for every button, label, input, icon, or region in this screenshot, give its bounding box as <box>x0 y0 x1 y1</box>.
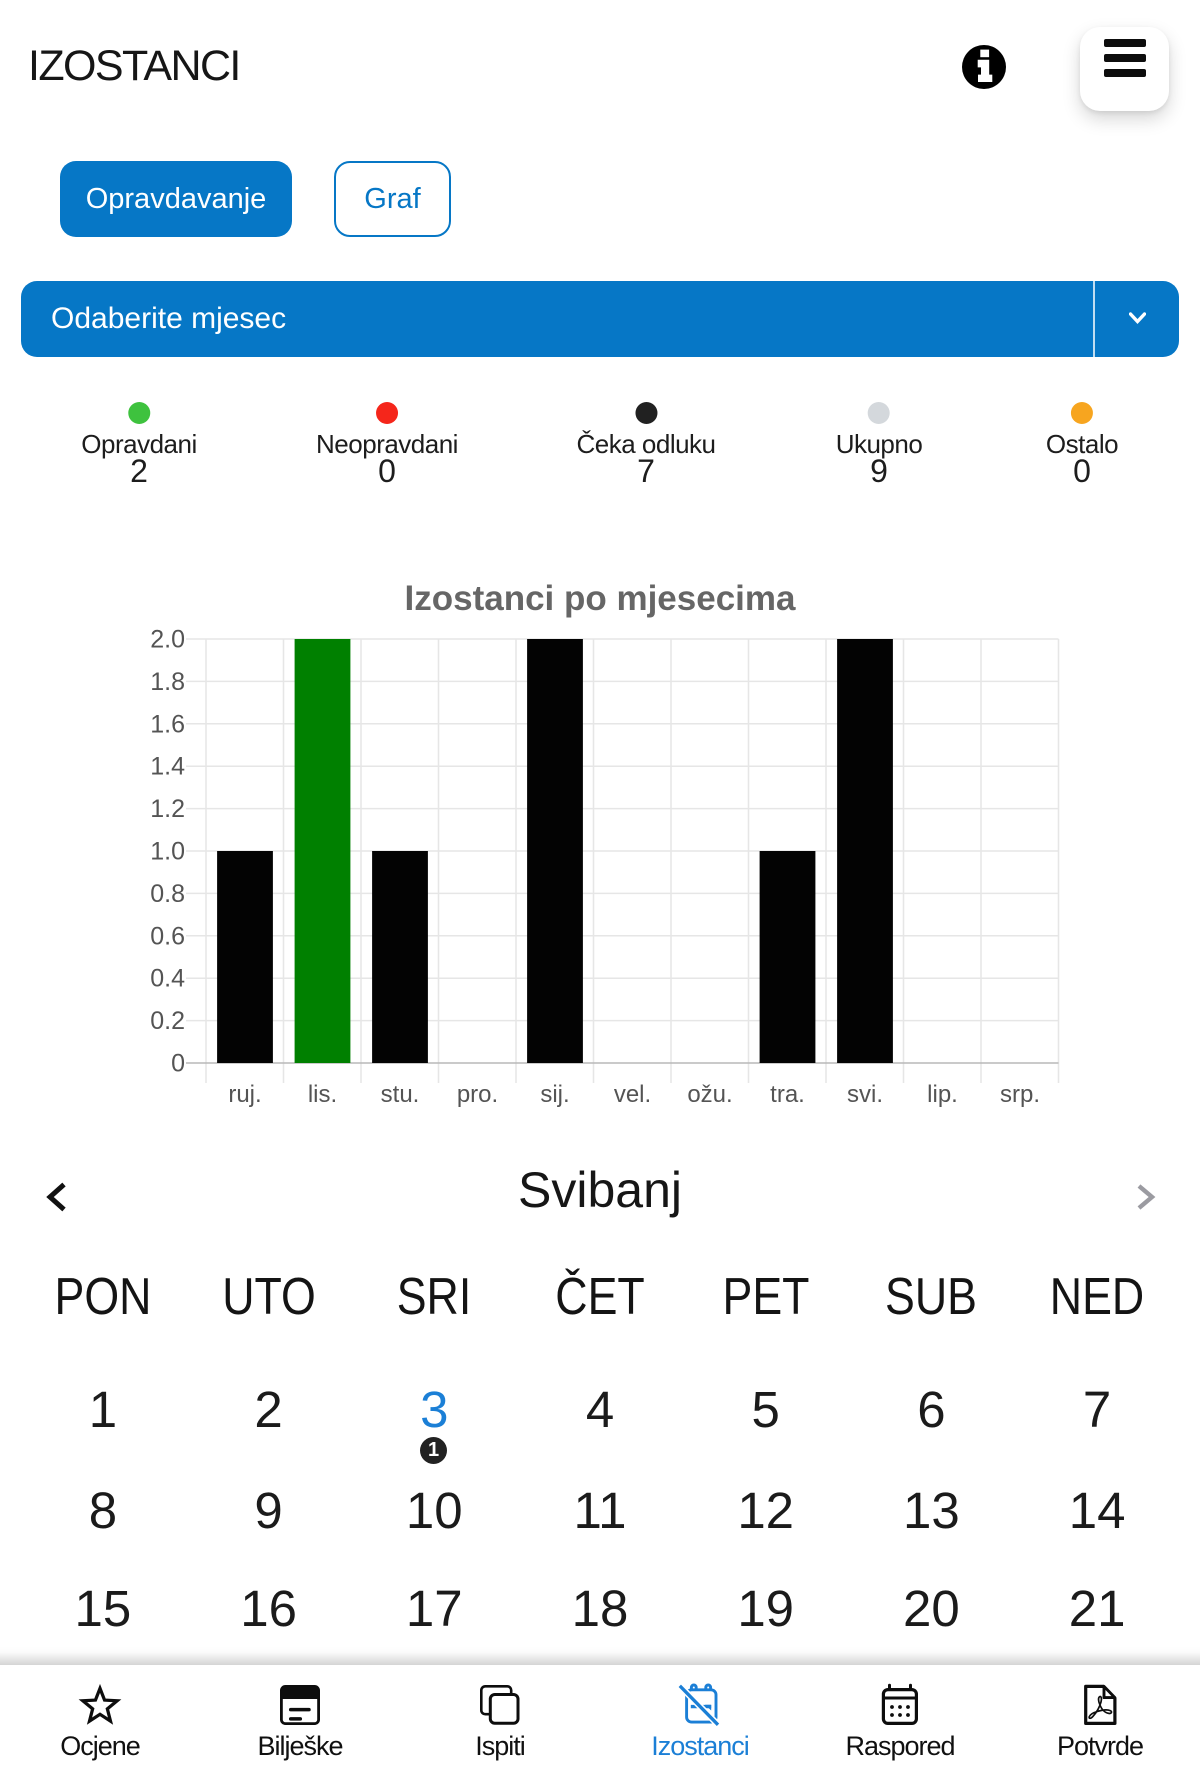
svg-text:stu.: stu. <box>381 1081 420 1108</box>
svg-text:1.8: 1.8 <box>150 668 185 696</box>
svg-text:0.6: 0.6 <box>150 922 185 950</box>
svg-text:1.6: 1.6 <box>150 710 185 738</box>
svg-text:1.4: 1.4 <box>150 753 185 781</box>
svg-text:vel.: vel. <box>614 1081 651 1108</box>
svg-text:1.2: 1.2 <box>150 795 185 823</box>
svg-text:srp.: srp. <box>1000 1081 1040 1108</box>
svg-text:1.0: 1.0 <box>150 838 185 866</box>
svg-text:0: 0 <box>171 1050 185 1078</box>
svg-text:svi.: svi. <box>847 1081 883 1108</box>
svg-text:0.8: 0.8 <box>150 880 185 908</box>
svg-text:ruj.: ruj. <box>228 1081 261 1108</box>
svg-text:ožu.: ožu. <box>687 1081 732 1108</box>
svg-text:tra.: tra. <box>770 1081 805 1108</box>
svg-text:0.2: 0.2 <box>150 1007 185 1035</box>
svg-text:2.0: 2.0 <box>150 626 185 654</box>
svg-text:sij.: sij. <box>540 1081 569 1108</box>
svg-text:lis.: lis. <box>308 1081 337 1108</box>
svg-text:pro.: pro. <box>457 1081 498 1108</box>
svg-text:Izostanci po mjesecima: Izostanci po mjesecima <box>405 579 797 618</box>
svg-text:0.4: 0.4 <box>150 965 185 993</box>
svg-text:lip.: lip. <box>927 1081 958 1108</box>
